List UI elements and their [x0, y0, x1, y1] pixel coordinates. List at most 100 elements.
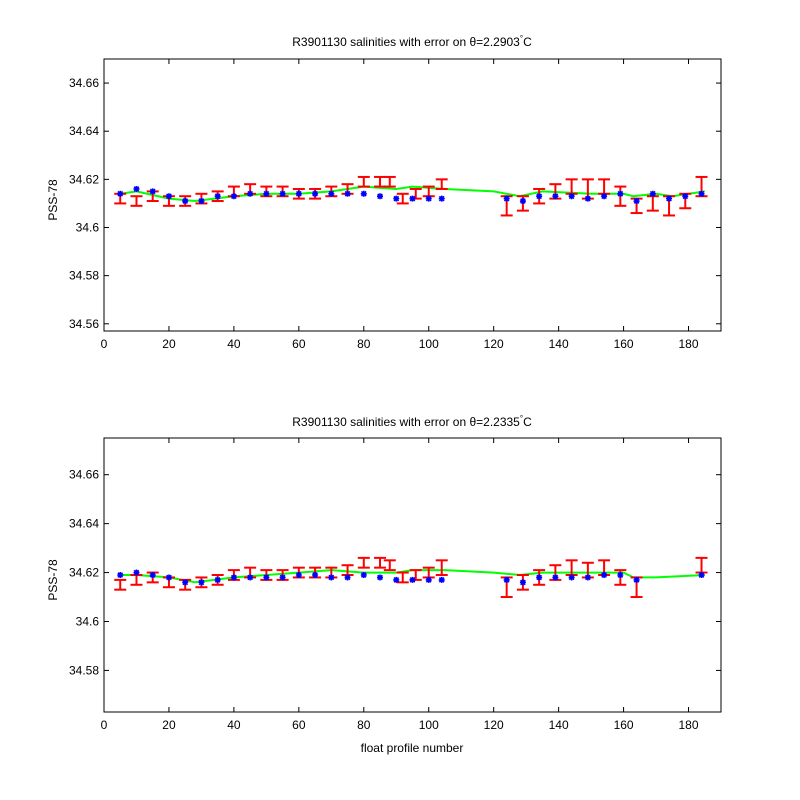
- data-point-star: [328, 190, 335, 197]
- plot-frame: [103, 437, 722, 713]
- data-point-star: [295, 190, 302, 197]
- x-tick-label: 20: [162, 337, 176, 351]
- title-unit: C: [523, 35, 532, 49]
- x-tick-label: 40: [227, 718, 241, 732]
- chart-bottom: R3901130 salinities with error on θ=2.23…: [46, 414, 722, 755]
- data-point-star: [360, 190, 367, 197]
- x-tick-label: 160: [614, 337, 634, 351]
- data-point-star: [666, 195, 673, 202]
- error-bar: [374, 175, 387, 188]
- data-point-star: [503, 576, 510, 583]
- data-point-star: [393, 576, 400, 583]
- data-point-star: [536, 574, 543, 581]
- y-tick-label: 34.6: [76, 220, 100, 234]
- chart-title: R3901130 salinities with error on θ=2.29…: [292, 34, 532, 49]
- data-point-star: [682, 193, 689, 200]
- data-point-star: [519, 198, 526, 205]
- data-point-star: [601, 572, 608, 578]
- error-bar: [374, 556, 387, 569]
- error-bar: [396, 571, 409, 584]
- error-bar: [565, 178, 578, 195]
- error-bar: [383, 559, 396, 572]
- data-point-star: [438, 576, 445, 583]
- x-tick-label: 160: [614, 718, 634, 732]
- y-axis-label: PSS-78: [46, 179, 60, 221]
- data-point-star: [295, 572, 302, 578]
- data-point-star: [165, 574, 172, 581]
- data-point-star: [377, 193, 384, 200]
- data-point-star: [165, 193, 172, 200]
- error-bar: [114, 578, 127, 591]
- error-bar: [435, 559, 448, 576]
- data-point-star: [584, 195, 591, 202]
- error-bar: [383, 175, 396, 188]
- data-point-star: [214, 193, 221, 200]
- data-point-star: [360, 572, 367, 578]
- y-tick-label: 34.66: [69, 76, 99, 90]
- error-bar: [130, 574, 143, 586]
- x-tick-label: 0: [101, 337, 108, 351]
- x-tick-label: 60: [292, 337, 306, 351]
- data-point-star: [263, 190, 270, 197]
- data-point-star: [617, 572, 624, 578]
- data-point-star: [117, 190, 124, 197]
- data-point-star: [503, 195, 510, 202]
- x-tick-label: 100: [419, 337, 439, 351]
- x-tick-label: 0: [101, 718, 108, 732]
- data-point-star: [409, 195, 416, 202]
- data-point-star: [633, 576, 640, 583]
- x-tick-label: 80: [357, 718, 371, 732]
- data-point-star: [393, 195, 400, 202]
- data-point-star: [425, 576, 432, 583]
- data-point-star: [263, 574, 270, 581]
- x-tick-label: 40: [227, 337, 241, 351]
- data-point-star: [214, 576, 221, 583]
- data-point-star: [698, 190, 705, 197]
- title-main: R3901130 salinities with error on θ=2.23…: [292, 415, 520, 429]
- error-bar: [357, 556, 370, 569]
- x-tick-label: 180: [679, 337, 699, 351]
- data-point-star: [344, 190, 351, 197]
- title-degree: °: [520, 414, 523, 423]
- data-point-star: [247, 574, 254, 581]
- y-axis-label: PSS-78: [46, 559, 60, 601]
- x-tick-label: 20: [162, 718, 176, 732]
- y-tick-label: 34.58: [69, 663, 99, 677]
- y-tick-label: 34.6: [76, 614, 100, 628]
- data-point-star: [182, 198, 189, 205]
- data-point-star: [230, 574, 237, 581]
- title-unit: C: [523, 415, 532, 429]
- data-point-star: [649, 190, 656, 197]
- data-point-star: [198, 198, 205, 205]
- x-tick-label: 140: [549, 337, 569, 351]
- data-point-star: [328, 574, 335, 581]
- data-point-star: [133, 569, 140, 576]
- x-tick-label: 120: [484, 718, 504, 732]
- data-point-star: [698, 572, 705, 578]
- error-bar: [357, 175, 370, 188]
- x-tick-label: 100: [419, 718, 439, 732]
- data-point-star: [552, 574, 559, 581]
- error-bar: [130, 195, 143, 207]
- x-tick-label: 80: [357, 337, 371, 351]
- error-bar: [435, 178, 448, 190]
- data-point-star: [182, 579, 189, 586]
- x-axis-label: float profile number: [361, 741, 464, 755]
- data-point-star: [133, 185, 140, 192]
- data-point-star: [247, 190, 254, 197]
- y-tick-label: 34.58: [69, 269, 99, 283]
- data-point-star: [377, 574, 384, 581]
- data-point-star: [344, 574, 351, 581]
- y-tick-label: 34.56: [69, 317, 99, 331]
- title-main: R3901130 salinities with error on θ=2.29…: [292, 35, 520, 49]
- data-point-star: [312, 572, 319, 578]
- error-bar: [646, 195, 659, 212]
- data-point-star: [584, 574, 591, 581]
- error-bar: [598, 178, 611, 195]
- plot-frame: [103, 58, 722, 332]
- data-point-star: [536, 193, 543, 200]
- data-point-star: [279, 574, 286, 581]
- data-point-star: [601, 193, 608, 200]
- error-bar: [396, 192, 409, 205]
